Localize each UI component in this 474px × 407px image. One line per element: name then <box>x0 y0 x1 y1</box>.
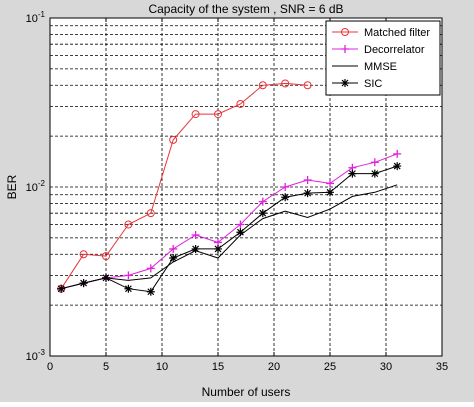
marker-star <box>57 284 66 293</box>
marker-star <box>236 228 245 237</box>
marker-plus <box>191 230 200 239</box>
marker-plus <box>236 220 245 229</box>
marker-plus <box>146 264 155 273</box>
legend-box <box>325 20 441 96</box>
marker-plus <box>281 183 290 191</box>
marker-circle <box>214 110 222 119</box>
marker-plus <box>124 271 133 280</box>
marker-circle <box>258 81 267 90</box>
marker-circle <box>281 79 290 88</box>
marker-circle <box>146 209 155 218</box>
y-axis-label: BER <box>5 174 19 199</box>
x-tick-label: 10 <box>156 361 168 373</box>
legend-entry: Decorrelator <box>332 44 425 56</box>
legend-entry: MMSE <box>332 61 397 73</box>
series-line <box>61 165 398 293</box>
marker-circle <box>169 135 178 144</box>
legend-entry: SIC <box>332 78 382 90</box>
marker-star <box>326 188 334 197</box>
marker-plus <box>303 176 312 185</box>
marker-star <box>102 273 110 282</box>
marker-plus <box>393 149 402 158</box>
legend-label: SIC <box>364 78 382 90</box>
y-tick-label: 10-3 <box>26 348 46 363</box>
marker-plus <box>258 197 267 206</box>
x-tick-label: 25 <box>324 361 336 373</box>
marker-circle <box>79 250 88 259</box>
x-tick-label: 5 <box>103 361 109 373</box>
marker-star <box>146 287 155 296</box>
marker-star <box>303 189 312 198</box>
legend-label: Decorrelator <box>364 44 425 56</box>
y-tick-label: 10-1 <box>26 10 46 25</box>
marker-plus <box>341 45 349 53</box>
chart-title: Capacity of the system , SNR = 6 dB <box>148 2 343 16</box>
series-sic <box>57 162 402 296</box>
x-tick-label: 20 <box>268 361 280 373</box>
marker-plus <box>169 244 178 253</box>
marker-star <box>370 169 379 178</box>
marker-circle <box>341 28 349 36</box>
x-tick-label: 35 <box>436 361 448 373</box>
marker-plus <box>370 158 379 167</box>
marker-star <box>124 284 133 293</box>
marker-star <box>258 209 267 218</box>
marker-circle <box>303 81 312 90</box>
series-mmse <box>61 184 398 290</box>
series-line <box>61 153 398 290</box>
y-tick-label: 10-2 <box>26 179 46 194</box>
marker-star <box>79 279 88 288</box>
marker-circle <box>236 99 245 108</box>
marker-star <box>341 79 349 87</box>
marker-star <box>169 254 178 263</box>
legend-label: MMSE <box>364 61 397 73</box>
series-layer <box>57 79 402 296</box>
x-tick-label: 0 <box>47 361 53 373</box>
marker-star <box>281 193 290 202</box>
grid <box>50 18 442 356</box>
legend-label: Matched filter <box>364 27 430 39</box>
marker-plus <box>326 179 334 188</box>
legend-entry: Matched filter <box>332 27 430 39</box>
x-tick-label: 15 <box>212 361 224 373</box>
marker-star <box>214 244 222 253</box>
series-line <box>61 184 398 290</box>
marker-star <box>191 244 200 253</box>
marker-star <box>393 162 402 171</box>
marker-circle <box>124 220 133 229</box>
x-tick-label: 30 <box>380 361 392 373</box>
marker-star <box>348 169 357 178</box>
legend: Matched filter Decorrelator MMSE SIC <box>325 20 441 96</box>
x-axis-label: Number of users <box>202 385 291 399</box>
marker-circle <box>191 110 200 119</box>
marker-circle <box>102 252 110 261</box>
